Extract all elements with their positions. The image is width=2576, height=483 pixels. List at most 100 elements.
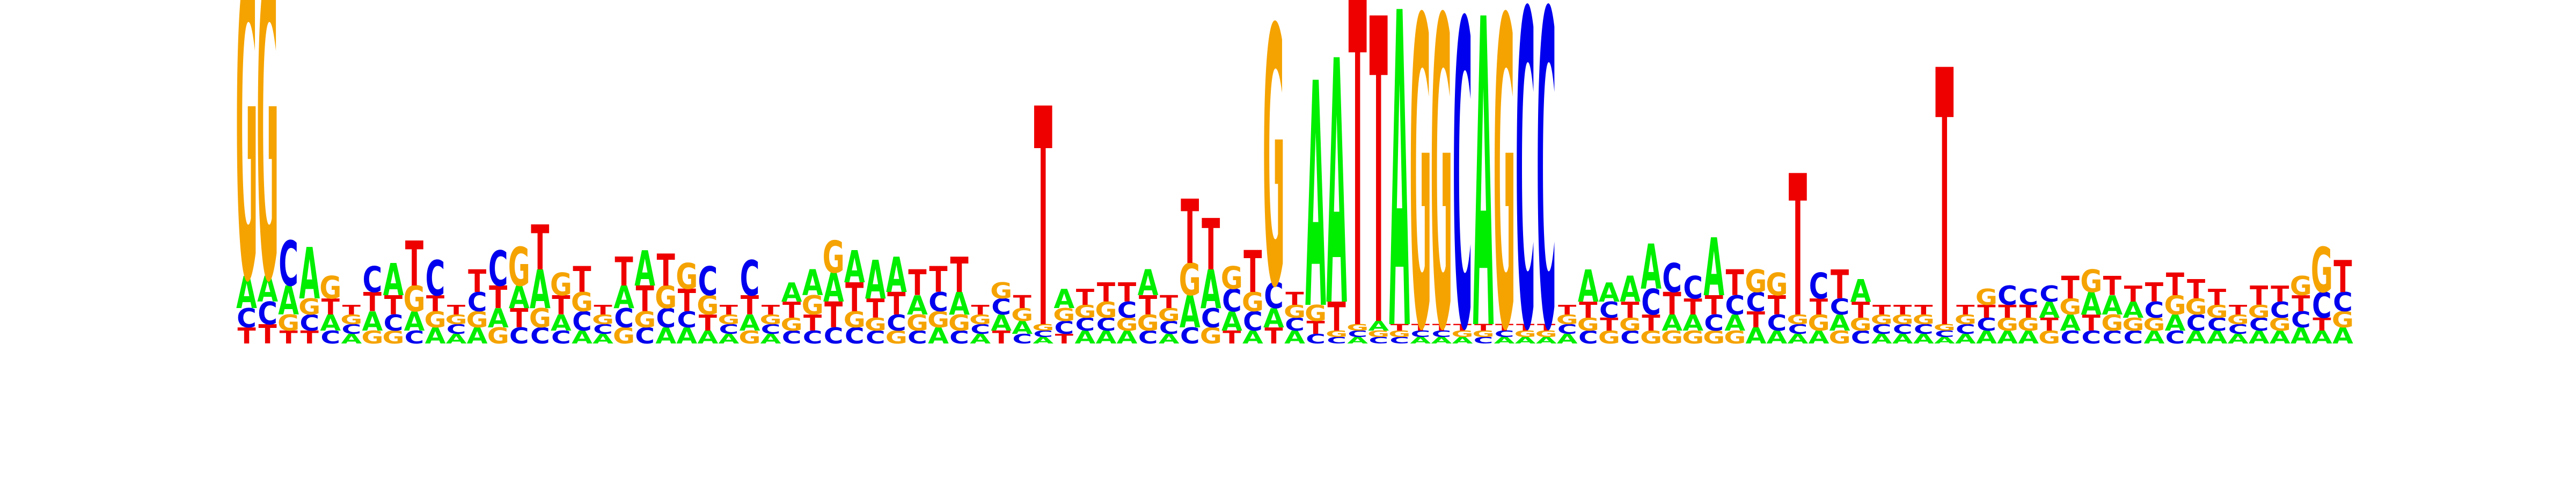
logo-letter-c: C	[677, 306, 697, 332]
logo-letter-g: G	[361, 327, 383, 348]
logo-letter-g: G	[759, 312, 781, 328]
logo-letter-a: A	[1117, 327, 1138, 348]
logo-letter-a: A	[802, 262, 823, 304]
logo-letter-c: C	[866, 327, 885, 348]
logo-letter-g: G	[1242, 287, 1264, 318]
logo-letter-t: T	[2019, 302, 2037, 322]
logo-letter-g: G	[1640, 327, 1662, 348]
logo-letter-a: A	[844, 242, 865, 293]
logo-letter-t: T	[720, 303, 738, 318]
logo-letter-g: G	[990, 277, 1012, 303]
logo-letter-c: C	[1159, 318, 1179, 338]
logo-letter-t: T	[531, 213, 549, 284]
logo-letter-g: G	[1263, 0, 1285, 365]
logo-letter-c: C	[1474, 335, 1494, 346]
logo-letter-c: C	[1201, 303, 1221, 334]
logo-letter-a: A	[1389, 0, 1410, 427]
logo-letter-a: A	[634, 241, 655, 297]
logo-letter-g: G	[2017, 314, 2039, 335]
logo-letter-c: C	[447, 322, 466, 338]
logo-letter-c: C	[426, 251, 445, 307]
logo-letter-g: G	[445, 312, 467, 328]
logo-letter-c: C	[2124, 327, 2143, 348]
logo-letter-c: C	[782, 327, 802, 348]
logo-letter-g: G	[1053, 305, 1075, 325]
logo-letter-g: G	[1137, 310, 1159, 335]
logo-letter-g: G	[592, 312, 614, 328]
logo-letter-g: G	[1807, 310, 1829, 335]
logo-letter-c: C	[949, 327, 969, 348]
logo-letter-c: C	[2333, 287, 2353, 318]
logo-letter-c: C	[803, 327, 823, 348]
logo-letter-t: T	[1893, 303, 1912, 318]
logo-letter-c: C	[1410, 329, 1430, 339]
logo-letter-t: T	[2040, 314, 2059, 335]
logo-letter-c: C	[845, 323, 865, 348]
logo-letter-a: A	[404, 306, 425, 337]
logo-letter-a: A	[1494, 335, 1515, 346]
logo-letter-g: G	[487, 323, 509, 348]
logo-letter-c: C	[1536, 0, 1556, 427]
logo-letter-a: A	[1033, 335, 1053, 346]
logo-letter-g: G	[425, 306, 447, 332]
logo-letter-g: G	[340, 312, 362, 328]
logo-letter-t: T	[1076, 284, 1094, 310]
logo-letter-c: C	[1306, 332, 1326, 347]
logo-letter-g: G	[466, 306, 488, 332]
logo-letter-g: G	[906, 310, 928, 335]
logo-letter-t: T	[2166, 267, 2184, 303]
logo-letter-a: A	[1452, 335, 1473, 346]
logo-letter-a: A	[886, 247, 907, 304]
logo-letter-t: T	[1306, 318, 1324, 338]
logo-letter-c: C	[1956, 322, 1975, 338]
logo-letter-g: G	[2122, 314, 2144, 335]
logo-letter-a: A	[1347, 335, 1368, 346]
logo-letter-g: G	[1430, 0, 1452, 424]
logo-letter-g: G	[613, 323, 635, 348]
logo-letter-c: C	[299, 310, 319, 335]
logo-letter-t: T	[1705, 290, 1723, 321]
logo-letter-a: A	[2144, 327, 2165, 348]
logo-letter-t: T	[1453, 323, 1472, 333]
logo-letter-t: T	[803, 310, 822, 335]
logo-letter-g: G	[885, 327, 908, 348]
logo-letter-g: G	[1955, 312, 1977, 328]
logo-letter-c: C	[1809, 266, 1829, 307]
logo-letter-g: G	[1451, 329, 1473, 339]
logo-letter-g: G	[1871, 312, 1893, 328]
logo-letter-a: A	[2165, 310, 2186, 335]
logo-letter-a: A	[2228, 332, 2249, 347]
logo-letter-c: C	[1851, 327, 1871, 348]
logo-letter-a: A	[1284, 327, 1305, 348]
logo-letter-a: A	[2290, 323, 2311, 348]
logo-letter-a: A	[1159, 332, 1180, 347]
logo-letter-a: A	[2123, 297, 2144, 323]
logo-letter-a: A	[655, 323, 676, 348]
logo-letter-a: A	[1662, 310, 1682, 335]
logo-letter-c: C	[1557, 322, 1577, 338]
logo-letter-a: A	[1221, 306, 1242, 337]
logo-letter-t: T	[1684, 294, 1702, 319]
logo-letter-t: T	[699, 310, 717, 335]
logo-letter-g: G	[1598, 327, 1620, 348]
logo-letter-a: A	[1620, 269, 1641, 310]
logo-letter-t: T	[1726, 262, 1744, 304]
logo-letter-c: C	[908, 327, 927, 348]
logo-letter-c: C	[2060, 327, 2080, 348]
logo-letter-t: T	[1013, 292, 1031, 312]
logo-letter-t: T	[1579, 297, 1597, 323]
logo-letter-g: G	[2059, 294, 2081, 319]
logo-letter-t: T	[2145, 277, 2163, 308]
logo-letter-t: T	[1516, 323, 1535, 333]
logo-letter-g: G	[2332, 306, 2354, 332]
logo-letter-a: A	[1745, 323, 1766, 348]
logo-letter-t: T	[2333, 252, 2352, 303]
logo-letter-a: A	[1012, 318, 1033, 338]
logo-letter-c: C	[1243, 306, 1263, 337]
logo-letter-g: G	[1934, 323, 1956, 333]
logo-letter-g: G	[1095, 297, 1117, 323]
logo-letter-t: T	[510, 303, 528, 334]
logo-letter-a: A	[1976, 327, 1997, 348]
logo-letter-a: A	[2186, 327, 2207, 348]
logo-letter-a: A	[1703, 222, 1724, 314]
